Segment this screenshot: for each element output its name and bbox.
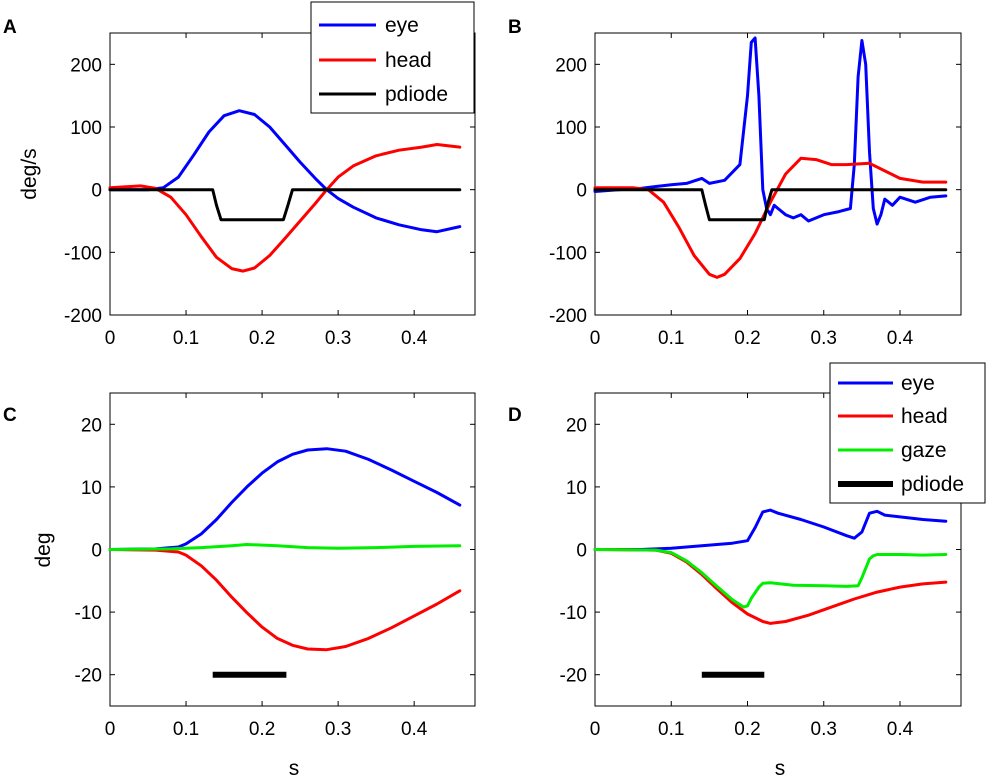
panel-a-xtick-label: 0.1 — [173, 328, 199, 349]
panel-a-series-eye — [108, 109, 462, 234]
panel-c-xtick-label: 0.1 — [173, 719, 199, 740]
panel-d: 0 0.1 0.2 0.3 0.4 -20 -10 0 10 20 D s eye head ga… — [508, 362, 986, 780]
panel-b-ytick-label: 100 — [555, 118, 587, 139]
panel-d-xtick-label: 0 — [590, 719, 601, 740]
panel-d-xtick-label: 0.1 — [658, 719, 684, 740]
panel-b-series-eye — [593, 36, 948, 226]
legend-head-label: head — [385, 49, 432, 72]
panel-d-ytick-label: -20 — [560, 666, 587, 687]
panel-b-ticks: 0 0.1 0.2 0.3 0.4 -200 -100 0 100 200 — [549, 33, 961, 349]
panel-c-series-eye — [108, 447, 462, 551]
panel-c-xtick-label: 0.3 — [325, 719, 351, 740]
panel-a-ytick-label: -200 — [64, 306, 102, 327]
panel-b-ytick-label: 0 — [576, 181, 587, 202]
panel-c-lines — [108, 447, 462, 678]
panel-d-series-gaze — [593, 548, 948, 609]
panel-a-ytick-label: -100 — [64, 243, 102, 264]
panel-d-xtick-label: 0.3 — [811, 719, 837, 740]
panel-b-xtick-label: 0.2 — [734, 328, 760, 349]
panel-a-series-pdiode — [108, 188, 462, 222]
panel-b-xtick-label: 0 — [590, 328, 601, 349]
panel-c-series-gaze — [108, 543, 462, 551]
panel-c-ytick-label: 0 — [91, 541, 102, 562]
panel-a-axes — [109, 32, 476, 316]
panel-c-ytick-label: 20 — [81, 415, 102, 436]
panel-a-lines — [108, 109, 462, 273]
panel-b-ytick-label: -100 — [549, 243, 587, 264]
panel-d-lines — [593, 508, 948, 678]
panel-c-xtick-label: 0.2 — [249, 719, 275, 740]
panel-b-label: B — [508, 17, 522, 38]
panel-b-lines — [593, 36, 948, 279]
panel-d-ytick-label: 0 — [576, 541, 587, 562]
panel-b-xtick-label: 0.4 — [887, 328, 914, 349]
panel-c-xlabel: s — [289, 757, 300, 780]
panel-c: 0 0.1 0.2 0.3 0.4 -20 -10 0 10 20 C deg s — [3, 392, 476, 780]
legend-head-label: head — [901, 405, 948, 428]
panel-c-ytick-label: -10 — [75, 603, 102, 624]
panel-a-xtick-label: 0 — [105, 328, 116, 349]
panel-a-ytick-label: 200 — [70, 55, 102, 76]
panel-d-series-eye — [593, 508, 948, 551]
panel-a-xtick-label: 0.3 — [325, 328, 351, 349]
panel-a-series-head — [108, 143, 462, 273]
panel-b-ytick-label: 200 — [555, 55, 587, 76]
panel-c-xtick-label: 0 — [105, 719, 116, 740]
panel-c-series-head — [108, 548, 462, 652]
panel-a-xtick-label: 0.2 — [249, 328, 275, 349]
panel-b-series-head — [593, 156, 948, 279]
panel-a-xtick-label: 0.4 — [401, 328, 428, 349]
panel-d-label: D — [508, 405, 522, 426]
panel-d-xtick-label: 0.2 — [734, 719, 760, 740]
panel-d-ytick-label: 10 — [566, 478, 587, 499]
panel-a-label: A — [3, 17, 17, 38]
legend-eye-label: eye — [385, 14, 419, 37]
panel-a-ytick-label: 100 — [70, 118, 102, 139]
panel-a-ticks: 0 0.1 0.2 0.3 0.4 -200 -100 0 100 200 — [64, 33, 475, 349]
panel-b-xtick-label: 0.1 — [658, 328, 684, 349]
panel-d-ytick-label: 20 — [566, 415, 587, 436]
panel-c-xtick-label: 0.4 — [401, 719, 428, 740]
panel-c-label: C — [3, 405, 17, 426]
panel-c-ticks: 0 0.1 0.2 0.3 0.4 -20 -10 0 10 20 — [75, 393, 475, 740]
panel-d-ytick-label: -10 — [560, 603, 587, 624]
panel-b-axes — [594, 32, 962, 316]
panel-c-ylabel: deg — [32, 532, 55, 567]
panel-a-legend: eye head pdiode — [310, 1, 475, 114]
panel-b: 0 0.1 0.2 0.3 0.4 -200 -100 0 100 200 B — [508, 17, 962, 349]
panel-d-legend-box — [829, 362, 986, 504]
panel-d-xtick-label: 0.4 — [887, 719, 914, 740]
panel-b-ytick-label: -200 — [549, 306, 587, 327]
panel-c-ytick-label: 10 — [81, 478, 102, 499]
legend-pdiode-label: pdiode — [385, 83, 448, 106]
panel-d-xlabel: s — [775, 757, 786, 780]
panel-c-ytick-label: -20 — [75, 666, 102, 687]
panel-b-series-pdiode — [593, 188, 948, 222]
panel-d-series-head — [593, 548, 948, 625]
panel-b-xtick-label: 0.3 — [811, 328, 837, 349]
panel-a-ytick-label: 0 — [91, 181, 102, 202]
panel-a: 0 0.1 0.2 0.3 0.4 -200 -100 0 100 200 A deg/s eye… — [3, 1, 476, 349]
panel-d-legend: eye head gaze pdiode — [829, 362, 986, 504]
legend-eye-label: eye — [901, 372, 935, 395]
panel-a-ylabel: deg/s — [18, 148, 41, 199]
legend-gaze-label: gaze — [901, 439, 947, 462]
legend-pdiode-label: pdiode — [901, 473, 964, 496]
